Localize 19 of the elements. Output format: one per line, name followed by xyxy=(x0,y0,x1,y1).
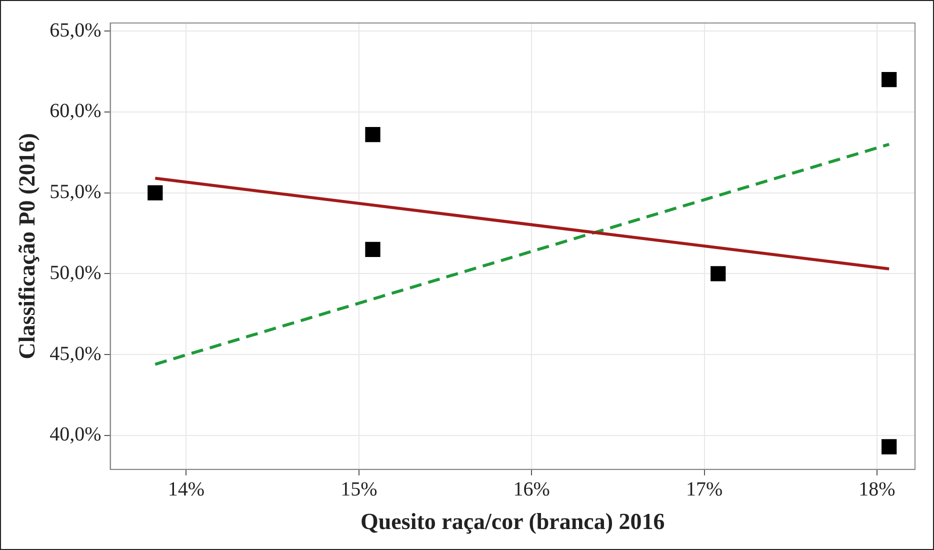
y-tick-label: 60,0% xyxy=(50,100,102,122)
point xyxy=(710,266,726,282)
point xyxy=(882,72,897,88)
y-tick-label: 55,0% xyxy=(50,181,102,204)
x-tick-label: 15% xyxy=(340,478,378,501)
x-axis-title: Quesito raça/cor (branca) 2016 xyxy=(360,509,665,534)
x-tick-label: 14% xyxy=(168,478,205,501)
x-tick-label: 18% xyxy=(858,478,896,501)
point xyxy=(148,185,163,200)
y-tick-label: 50,0% xyxy=(50,262,102,284)
x-tick-label: 17% xyxy=(686,478,723,501)
point xyxy=(365,127,380,142)
point xyxy=(882,439,897,454)
x-tick-label: 16% xyxy=(513,478,550,501)
y-tick-label: 40,0% xyxy=(50,424,102,446)
y-tick-label: 65,0% xyxy=(50,19,102,42)
y-axis-title: Classificação P0 (2016) xyxy=(14,133,40,360)
point xyxy=(365,242,380,258)
y-tick-label: 45,0% xyxy=(50,342,102,365)
